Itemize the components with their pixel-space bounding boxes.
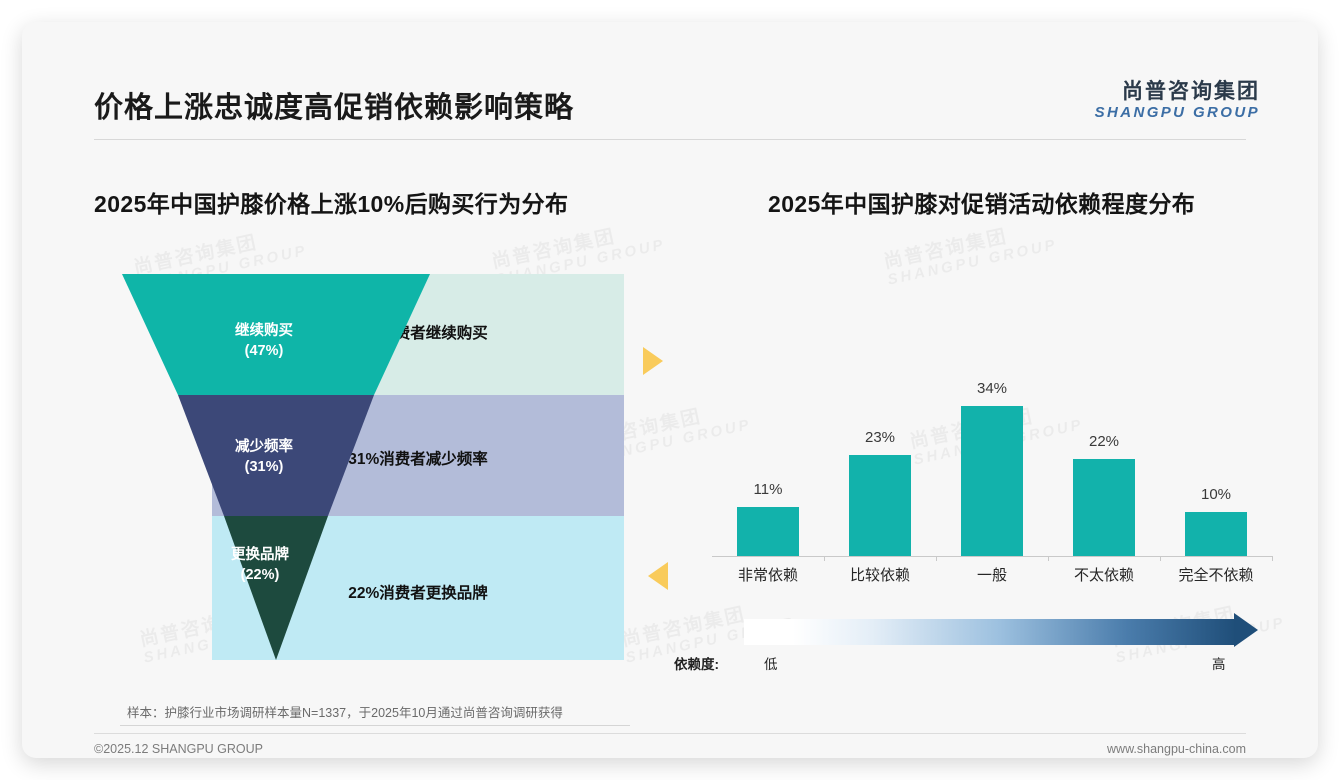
page-title: 价格上涨忠诚度高促销依赖影响策略 [94,92,575,124]
left-chart-title: 2025年中国护膝价格上涨10%后购买行为分布 [94,191,569,217]
legend-low-label: 低 [764,657,778,672]
brand-logo: 尚普咨询集团 SHANGPU GROUP [1095,80,1260,122]
slide: 尚普咨询集团 SHANGPU GROUP 尚普咨询集团 SHANGPU GROU… [22,22,1318,758]
funnel-segment-label: 减少频率 (31%) [204,438,324,477]
bar-value-label: 22% [1088,432,1120,450]
funnel-segment-label: 更换品牌 (22%) [200,546,320,585]
footnote: 样本：护膝行业市场调研样本量N=1337，于2025年10月通过尚普咨询调研获得 [127,706,563,720]
funnel-segment-1 [178,395,374,516]
watermark-cn: 尚普咨询集团 [882,216,1056,273]
x-axis-label: 一般 [976,567,1007,584]
gradient-arrow-head-icon [1234,613,1258,647]
right-chart-title: 2025年中国护膝对促销活动依赖程度分布 [768,191,1196,217]
brand-name-cn: 尚普咨询集团 [1122,80,1260,103]
x-axis-label: 不太依赖 [1073,567,1134,584]
bar [737,507,799,556]
bar [1073,458,1135,556]
funnel-segment-value: (22%) [240,566,280,583]
funnel-chart: 47%消费者继续购买 31%消费者减少频率 22%消费者更换品牌 继续购买 (4… [94,274,624,660]
bar [961,406,1023,556]
bar [1185,511,1247,556]
funnel-segment-name: 减少频率 [235,439,293,455]
bar-value-label: 34% [976,380,1008,397]
bar-column: 10% [1160,272,1272,556]
funnel-annotation-text: 22%消费者更换品牌 [348,585,488,602]
gradient-bar [744,619,1236,645]
x-axis-label: 非常依赖 [737,567,798,584]
header: 价格上涨忠诚度高促销依赖影响策略 尚普咨询集团 SHANGPU GROUP [22,22,1318,140]
footer-divider [94,733,1246,734]
footnote-divider [120,725,630,726]
funnel-segment-label: 继续购买 (47%) [204,322,324,361]
funnel-shape [122,274,430,660]
x-axis-tick [1048,556,1049,561]
legend-high-label: 高 [1212,657,1226,672]
funnel-segment-value: (31%) [244,458,284,475]
x-axis-label: 比较依赖 [849,567,910,584]
funnel-segment-name: 继续购买 [235,323,293,339]
x-axis-tick [1272,556,1273,561]
bar-series: 11% 23% 34% 22% 10% [712,272,1272,556]
dependency-gradient-legend: 依赖度: 低 高 [674,613,1272,675]
triangle-left-icon [648,562,668,590]
x-axis-tick [824,556,825,561]
legend-key-label: 依赖度: [674,657,719,672]
x-axis-line [712,556,1272,557]
bar-column: 23% [824,272,936,556]
x-axis-label: 完全不依赖 [1178,567,1254,584]
footer-website: www.shangpu-china.com [1107,742,1246,756]
footer-copyright: ©2025.12 SHANGPU GROUP [94,742,263,756]
bar-value-label: 10% [1200,485,1232,503]
x-axis-tick [936,556,937,561]
bar-column: 22% [1048,272,1160,556]
bar-column: 34% [936,272,1048,556]
funnel-segment-2 [224,516,328,660]
x-axis-tick [1160,556,1161,561]
bar-column: 11% [712,272,824,556]
x-axis-labels: 非常依赖 比较依赖 一般 不太依赖 完全不依赖 [712,564,1272,590]
funnel-annotation-text: 31%消费者减少频率 [348,451,488,468]
bar [849,454,911,556]
funnel-segment-0 [122,274,430,395]
triangle-right-icon [643,347,663,375]
watermark-cn: 尚普咨询集团 [490,216,664,273]
funnel-segment-value: (47%) [244,342,284,359]
watermark-cn: 尚普咨询集团 [132,222,306,279]
header-divider [94,139,1246,140]
bar-value-label: 23% [864,428,896,446]
brand-name-en: SHANGPU GROUP [1094,103,1260,121]
bar-value-label: 11% [753,481,783,499]
bar-chart: 11% 23% 34% 22% 10% [712,272,1273,561]
funnel-segment-name: 更换品牌 [231,547,289,563]
